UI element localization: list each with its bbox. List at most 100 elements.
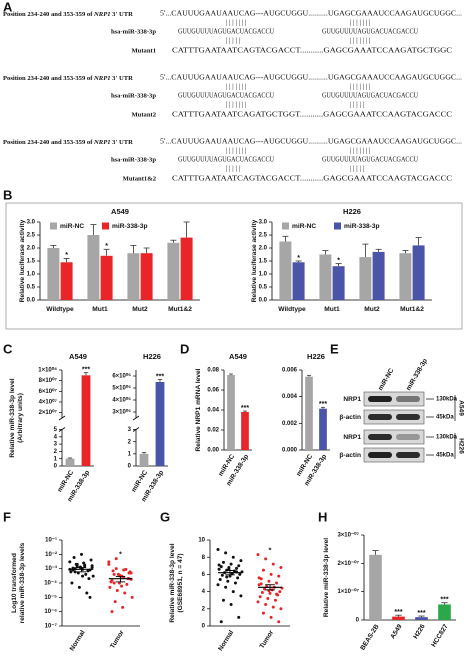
data-point bbox=[221, 560, 225, 564]
bar bbox=[392, 616, 405, 620]
pairing: | | | | | | | bbox=[226, 101, 246, 109]
gene-name: NRP1 bbox=[93, 139, 110, 146]
y-tick-label: 4 bbox=[54, 434, 58, 440]
data-point bbox=[88, 595, 92, 599]
chart-title: H226 bbox=[307, 352, 325, 361]
panel-b-frame bbox=[5, 202, 463, 330]
data-point bbox=[81, 574, 85, 578]
bar bbox=[241, 412, 249, 450]
y-tick-label: 2×10⁰⁷ bbox=[39, 409, 58, 416]
target-sequence: 5'...CAUUUGAAUAAUCAG---AUGCUGGU.........… bbox=[160, 138, 462, 146]
data-point bbox=[120, 584, 124, 588]
pairing: | | | | | bbox=[350, 165, 364, 173]
x-tick-label: Normal bbox=[69, 629, 87, 652]
position-prefix: Position 234-240 and 353-359 of bbox=[3, 139, 94, 146]
data-point bbox=[271, 605, 275, 609]
data-point bbox=[83, 563, 87, 567]
significance: *** bbox=[319, 401, 327, 408]
bar bbox=[412, 245, 425, 300]
cell-line-label: H226 bbox=[457, 438, 464, 454]
data-point bbox=[269, 572, 273, 576]
bar bbox=[167, 242, 180, 300]
significance: * bbox=[119, 551, 122, 558]
blot-column-label: miR-338-3p bbox=[405, 358, 429, 392]
data-point bbox=[216, 547, 220, 551]
data-point bbox=[74, 562, 78, 566]
y-tick-label: 0.5 bbox=[27, 285, 36, 291]
y-tick-label: 2.5 bbox=[27, 233, 36, 239]
pairing: | | | | | | | bbox=[350, 19, 370, 27]
y-tick-label: 4×10⁰⁶ bbox=[112, 397, 131, 404]
blot-row-label: NRP1 bbox=[343, 434, 361, 441]
data-point bbox=[110, 610, 114, 614]
y-tick-label: 10⁻⁵ bbox=[44, 595, 57, 601]
y-tick-label: 3×10⁻⁰⁷ bbox=[337, 532, 359, 539]
data-point bbox=[278, 590, 282, 594]
x-tick-label: Mut1&2 bbox=[400, 306, 424, 313]
data-point bbox=[256, 553, 260, 557]
data-point bbox=[112, 581, 116, 585]
blot-frame bbox=[363, 447, 425, 463]
data-point bbox=[269, 615, 273, 619]
x-tick-label: A549 bbox=[389, 623, 403, 640]
y-axis-label: Log10 transformed bbox=[11, 553, 18, 613]
target-sequence: 5'...CAUUUGAAUAAUCAG---AUGCUGGU.........… bbox=[160, 10, 462, 18]
y-tick-label: 8×10⁰⁷ bbox=[39, 377, 58, 384]
significance: * bbox=[269, 547, 272, 554]
blot-frame bbox=[363, 391, 425, 407]
y-tick-label: 3.0 bbox=[27, 220, 36, 226]
y-tick-label: 10⁻⁴ bbox=[44, 581, 57, 587]
data-point bbox=[70, 581, 74, 585]
data-point bbox=[264, 603, 268, 606]
bar bbox=[127, 253, 140, 300]
position-label: Position 234-240 and 353-359 of NRP1 3' … bbox=[3, 75, 133, 82]
mutant-label: Mutant1 bbox=[131, 48, 156, 55]
y-tick-label: 1.5 bbox=[259, 259, 268, 265]
y-axis-label: (GSE68951, n = 47) bbox=[177, 553, 184, 612]
mutant-label: Mutant2 bbox=[131, 112, 156, 119]
data-point bbox=[89, 558, 93, 562]
y-axis-label: (Arbitrary units) bbox=[17, 393, 24, 443]
legend-swatch bbox=[50, 222, 57, 230]
data-point bbox=[267, 579, 271, 583]
x-tick-label: HCC827 bbox=[430, 623, 450, 648]
data-point bbox=[277, 574, 281, 578]
size-label: 130kDa bbox=[436, 435, 458, 441]
y-tick-label: 1 bbox=[128, 451, 132, 457]
y-tick-label: 10⁻⁶ bbox=[44, 609, 57, 615]
y-tick-label: 3.0 bbox=[259, 220, 268, 226]
x-tick-label: Mut2 bbox=[364, 306, 380, 313]
data-point bbox=[72, 556, 76, 560]
pairing: | | | | | | | bbox=[226, 19, 246, 27]
y-tick-label: 0 bbox=[54, 464, 58, 470]
pairing: | | | | | bbox=[226, 37, 240, 45]
panel-label: E bbox=[330, 341, 339, 356]
significance: * bbox=[105, 243, 108, 250]
position-suffix: 3' UTR bbox=[111, 75, 134, 82]
y-tick-label: 0.02 bbox=[207, 428, 219, 434]
y-axis-label: relative miR-338-3p levels bbox=[19, 542, 26, 623]
bar bbox=[140, 253, 153, 300]
y-tick-label: 4×10⁰⁷ bbox=[39, 399, 58, 406]
data-point bbox=[226, 579, 230, 583]
data-point bbox=[80, 552, 83, 556]
y-tick-label: 0.04 bbox=[207, 408, 219, 414]
y-tick-label: 8 bbox=[202, 555, 206, 561]
size-label: 130kDa bbox=[436, 397, 458, 403]
data-point bbox=[217, 563, 221, 567]
pairing: | | | | | | | bbox=[350, 147, 370, 155]
y-tick-label: 5 bbox=[54, 427, 58, 433]
position-label: Position 234-240 and 353-359 of NRP1 3' … bbox=[3, 11, 133, 18]
data-point bbox=[268, 591, 272, 595]
data-point bbox=[87, 577, 91, 581]
y-tick-label: 10⁻³ bbox=[45, 565, 57, 572]
bar bbox=[332, 266, 345, 300]
data-point bbox=[115, 588, 119, 592]
bar bbox=[155, 382, 165, 466]
axis-break bbox=[132, 415, 140, 421]
x-tick-label: Mut1 bbox=[324, 306, 340, 313]
bar bbox=[415, 617, 428, 620]
chart-title: A549 bbox=[229, 352, 247, 361]
bar bbox=[359, 257, 372, 300]
bar bbox=[438, 604, 451, 620]
